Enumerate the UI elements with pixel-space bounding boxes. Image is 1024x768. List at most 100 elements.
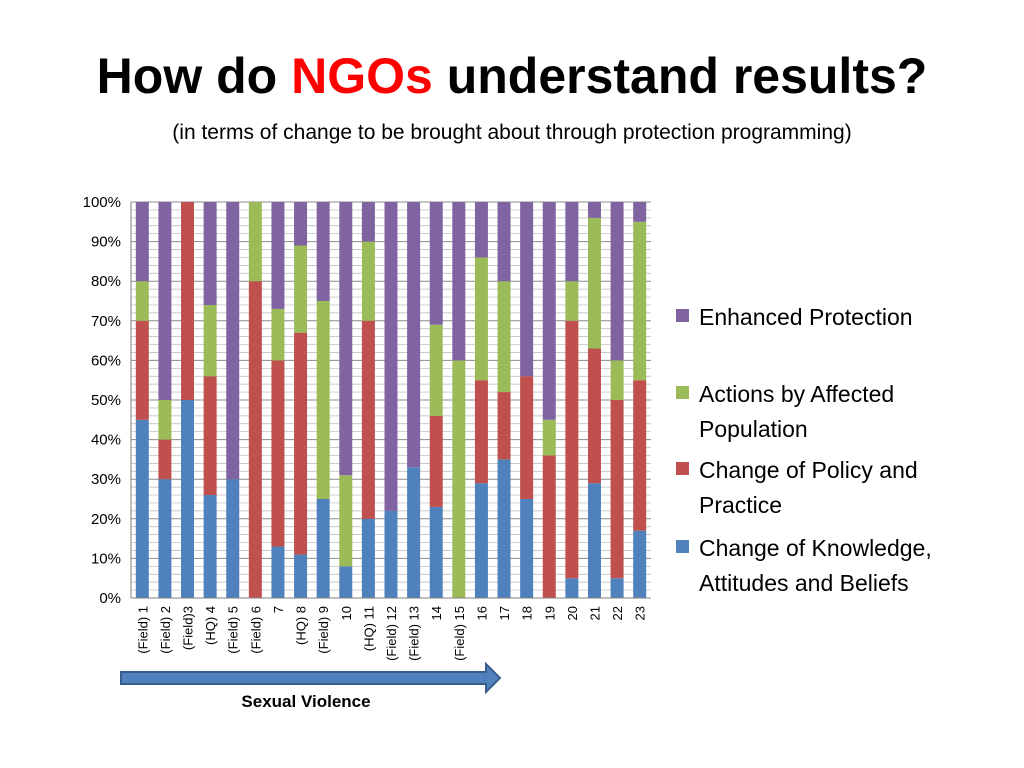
title-accent: NGOs (291, 48, 433, 104)
bar-segment (226, 479, 240, 598)
bar-segment (135, 202, 149, 282)
bar-segment (361, 518, 375, 598)
x-tick-label: (HQ) 4 (203, 606, 218, 645)
y-tick-labels: 0% 10% 20% 30% 40% 50% 60% 70% 80% 90% 100% (83, 194, 121, 607)
x-tick-label: 23 (633, 606, 648, 620)
bar-segment (633, 380, 647, 531)
bar-segment (497, 281, 511, 393)
y-tick-label: 20% (91, 511, 121, 528)
x-tick-label: (Field) 1 (135, 606, 150, 654)
bar-segment (203, 495, 217, 598)
bar-segment (158, 400, 172, 440)
x-tick-label: (Field) 5 (226, 606, 241, 654)
title-prefix: How do (96, 48, 292, 104)
y-tick-label: 80% (91, 273, 121, 290)
bar-segment (203, 376, 217, 496)
bar-segment (610, 578, 624, 598)
y-tick-label: 50% (91, 392, 121, 409)
bar-segment (248, 281, 262, 598)
bar-segment (429, 324, 443, 416)
x-tick-labels: (Field) 1 (Field) 2 (Field)3 (HQ) 4 (Field) … (135, 606, 647, 661)
bar-segment (429, 415, 443, 507)
x-tick-label: (Field) 13 (407, 606, 422, 661)
bar-segment (610, 360, 624, 400)
x-tick-label: (Field) 6 (248, 606, 263, 654)
bar-segment (248, 202, 262, 282)
bar-segment (135, 281, 149, 321)
bar-segment (407, 202, 421, 468)
bar-segment (587, 217, 601, 349)
bar-segment (565, 320, 579, 579)
bar-segment (429, 506, 443, 598)
x-tick-label: (Field)3 (181, 606, 196, 650)
bar-segment (158, 439, 172, 480)
bar-segment (271, 308, 285, 361)
legend-swatch (676, 540, 689, 553)
bar-segment (542, 419, 556, 456)
bar-segment (203, 202, 217, 305)
bar-segment (181, 400, 195, 598)
x-tick-label: 20 (565, 606, 580, 620)
bar-segment (407, 467, 421, 598)
bar-segment (474, 257, 488, 381)
y-tick-label: 10% (91, 550, 121, 567)
bar-segment (316, 499, 330, 598)
bar-segment (497, 392, 511, 460)
y-tick-label: 60% (91, 352, 121, 369)
bar-segment (633, 221, 647, 381)
bar-segment (610, 202, 624, 361)
x-tick-label: 16 (474, 606, 489, 620)
x-tick-label: 22 (610, 606, 625, 620)
bar-segment (339, 566, 353, 598)
bar-segment (135, 419, 149, 598)
bar-segment (203, 304, 217, 377)
bar-segment (294, 202, 308, 246)
bar-segment (587, 483, 601, 598)
bar-segment (429, 202, 443, 325)
bar-segment (181, 202, 195, 400)
bar-segment (520, 202, 534, 377)
bar-segment (339, 202, 353, 476)
slide-title: How do NGOs understand results? (0, 46, 1024, 106)
bar-segment (474, 202, 488, 258)
bar-segment (158, 479, 172, 598)
y-tick-label: 40% (91, 432, 121, 449)
x-tick-label: (Field) 12 (384, 606, 399, 661)
bar-segment (135, 320, 149, 420)
bar-segment (565, 281, 579, 321)
x-tick-label: 19 (542, 606, 557, 620)
x-tick-label: (HQ) 11 (361, 606, 376, 651)
y-tick-label: 100% (83, 194, 121, 211)
x-tick-label: 10 (339, 606, 354, 620)
bar-segment (520, 376, 534, 499)
x-tick-label: (Field) 2 (158, 606, 173, 654)
title-suffix: understand results? (432, 48, 928, 104)
bar-segment (271, 546, 285, 598)
legend-swatch (676, 386, 689, 399)
legend-item-change-of-knowledge: Change of Knowledge, Attitudes and Belie… (676, 531, 999, 601)
bar-segment (361, 202, 375, 242)
bar-segment (158, 202, 172, 400)
bar-segment (633, 530, 647, 598)
x-tick-label: 21 (587, 606, 602, 620)
legend-item-change-of-policy-and-practice: Change of Policy and Practice (676, 453, 999, 523)
bar-segment (587, 202, 601, 218)
axes (130, 202, 651, 599)
y-tick-label: 0% (99, 590, 121, 607)
bar-segment (474, 380, 488, 484)
bar-segment (587, 348, 601, 484)
sexual-violence-arrow (120, 661, 502, 695)
bar-segment (452, 360, 466, 598)
bar-segment (361, 241, 375, 321)
bar-segment (294, 245, 308, 333)
sexual-violence-label: Sexual Violence (241, 692, 371, 711)
bar-segment (384, 202, 398, 511)
legend-label: Change of Knowledge, Attitudes and Belie… (699, 535, 932, 596)
bar-segment (361, 320, 375, 519)
x-tick-label: 14 (429, 606, 444, 620)
bar-segment (474, 483, 488, 598)
legend-label: Change of Policy and Practice (699, 457, 918, 518)
legend-swatch (676, 309, 689, 322)
bar-segment (542, 202, 556, 420)
